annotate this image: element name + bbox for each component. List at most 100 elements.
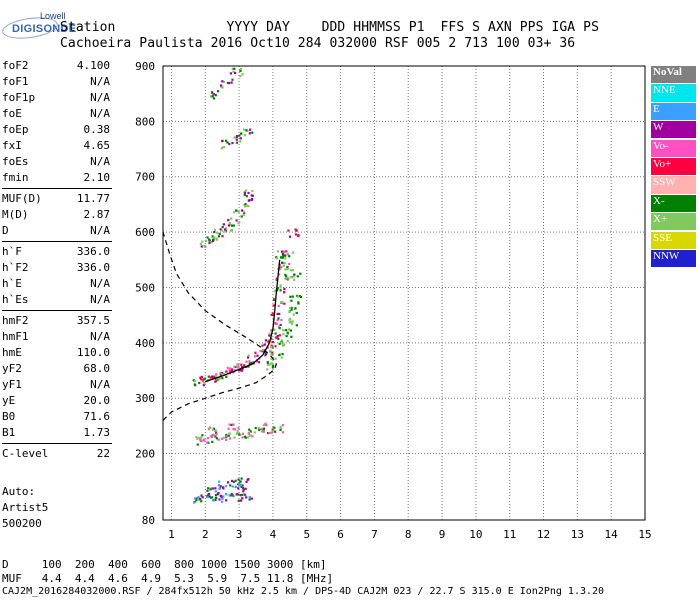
echo-point	[207, 441, 210, 444]
param-row: foF2 4.100	[2, 58, 110, 74]
echo-point	[251, 131, 254, 134]
echo-point	[240, 485, 243, 489]
echo-point	[275, 257, 278, 260]
param-row: fxI 4.65	[2, 138, 110, 154]
echo-point	[285, 275, 288, 278]
echo-point	[208, 238, 211, 241]
echo-point	[247, 365, 250, 368]
echo-point	[292, 313, 295, 316]
echo-point	[270, 329, 273, 332]
echo-point	[229, 370, 232, 373]
echo-point	[194, 380, 197, 383]
echo-point	[218, 377, 222, 380]
echo-point	[243, 203, 246, 206]
echo-point	[233, 136, 236, 139]
echo-point	[272, 304, 275, 307]
echo-point	[264, 339, 267, 342]
param-label: foEp	[2, 123, 29, 136]
echo-point	[284, 254, 287, 257]
param-row: M(D) 2.87	[2, 207, 110, 223]
x-tick-label: 14	[605, 528, 619, 541]
echo-point	[274, 332, 277, 335]
echo-point	[284, 257, 287, 260]
echo-point	[215, 237, 218, 240]
muf-value-row: MUF 4.4 4.4 4.6 4.9 5.3 5.9 7.5 11.8 [MH…	[2, 572, 334, 585]
param-value: 11.77	[76, 192, 110, 205]
echo-point	[228, 437, 232, 440]
echo-point	[231, 479, 234, 482]
echo-point	[221, 486, 224, 489]
echo-point	[266, 362, 269, 365]
echo-point	[217, 484, 220, 487]
param-label: foE	[2, 107, 22, 120]
param-label: M(D)	[2, 208, 29, 221]
echo-point	[198, 437, 201, 440]
echo-point	[224, 228, 227, 231]
echo-point	[290, 299, 293, 302]
echo-point	[217, 438, 220, 441]
echo-point	[271, 366, 274, 369]
echo-point	[235, 138, 238, 141]
param-label: yF2	[2, 362, 22, 375]
echo-point	[233, 211, 236, 214]
param-row: foEs N/A	[2, 154, 110, 170]
echo-point	[268, 332, 271, 335]
echo-point	[220, 147, 223, 150]
echo-point	[222, 436, 225, 439]
param-row: hmF1 N/A	[2, 329, 110, 345]
echo-point	[232, 480, 235, 484]
param-value: N/A	[90, 224, 110, 237]
echo-point	[194, 384, 197, 387]
echo-point	[246, 356, 250, 359]
param-label: foF1	[2, 75, 29, 88]
echo-point	[257, 427, 260, 430]
scaled-trace-line	[205, 259, 281, 383]
echo-point	[286, 265, 289, 269]
param-row: foF1p N/A	[2, 90, 110, 106]
param-value: N/A	[90, 330, 110, 343]
legend-item: X-	[651, 194, 696, 213]
echo-point	[234, 71, 237, 74]
echo-point	[232, 495, 235, 498]
echo-point	[280, 256, 283, 259]
echo-point	[230, 229, 233, 232]
echo-point	[220, 437, 223, 440]
x-tick-label: 12	[537, 528, 550, 541]
echo-point	[238, 433, 241, 436]
echo-point	[277, 317, 280, 320]
echo-point	[253, 431, 256, 434]
echo-point	[250, 497, 253, 500]
echo-point	[215, 373, 218, 376]
param-value: 336.0	[76, 245, 110, 258]
echo-point	[221, 500, 224, 503]
echo-point	[238, 221, 241, 224]
echo-point	[220, 373, 223, 376]
echo-point	[227, 481, 230, 484]
param-label: fxI	[2, 139, 22, 152]
echo-point	[300, 295, 303, 299]
param-value: 4.65	[83, 139, 111, 152]
echo-point	[231, 485, 234, 488]
echo-point	[275, 322, 278, 325]
echo-point	[214, 430, 217, 433]
echo-point	[294, 307, 297, 310]
echo-point	[262, 424, 265, 427]
echo-point	[241, 366, 244, 369]
parameter-table: foF2 4.100 foF1 N/A foF1p N/A foE N/A foEp 0.38 fx…	[2, 58, 112, 462]
echo-point	[202, 384, 205, 387]
header-line1: Station YYYY DAY DDD HHMMSS P1 FFS S AXN…	[60, 20, 600, 35]
param-label: C-level	[2, 447, 49, 460]
echo-point	[291, 295, 294, 298]
echo-point	[261, 349, 265, 352]
echo-point	[215, 431, 218, 435]
param-row: C-level 22	[2, 446, 110, 462]
echo-point	[213, 236, 216, 239]
echo-point	[282, 254, 285, 257]
echo-point	[249, 128, 252, 131]
echo-point	[216, 238, 219, 241]
echo-point	[245, 360, 248, 363]
echo-point	[247, 478, 250, 481]
echo-point	[223, 373, 226, 376]
echo-point	[231, 369, 234, 372]
echo-point	[270, 344, 273, 347]
